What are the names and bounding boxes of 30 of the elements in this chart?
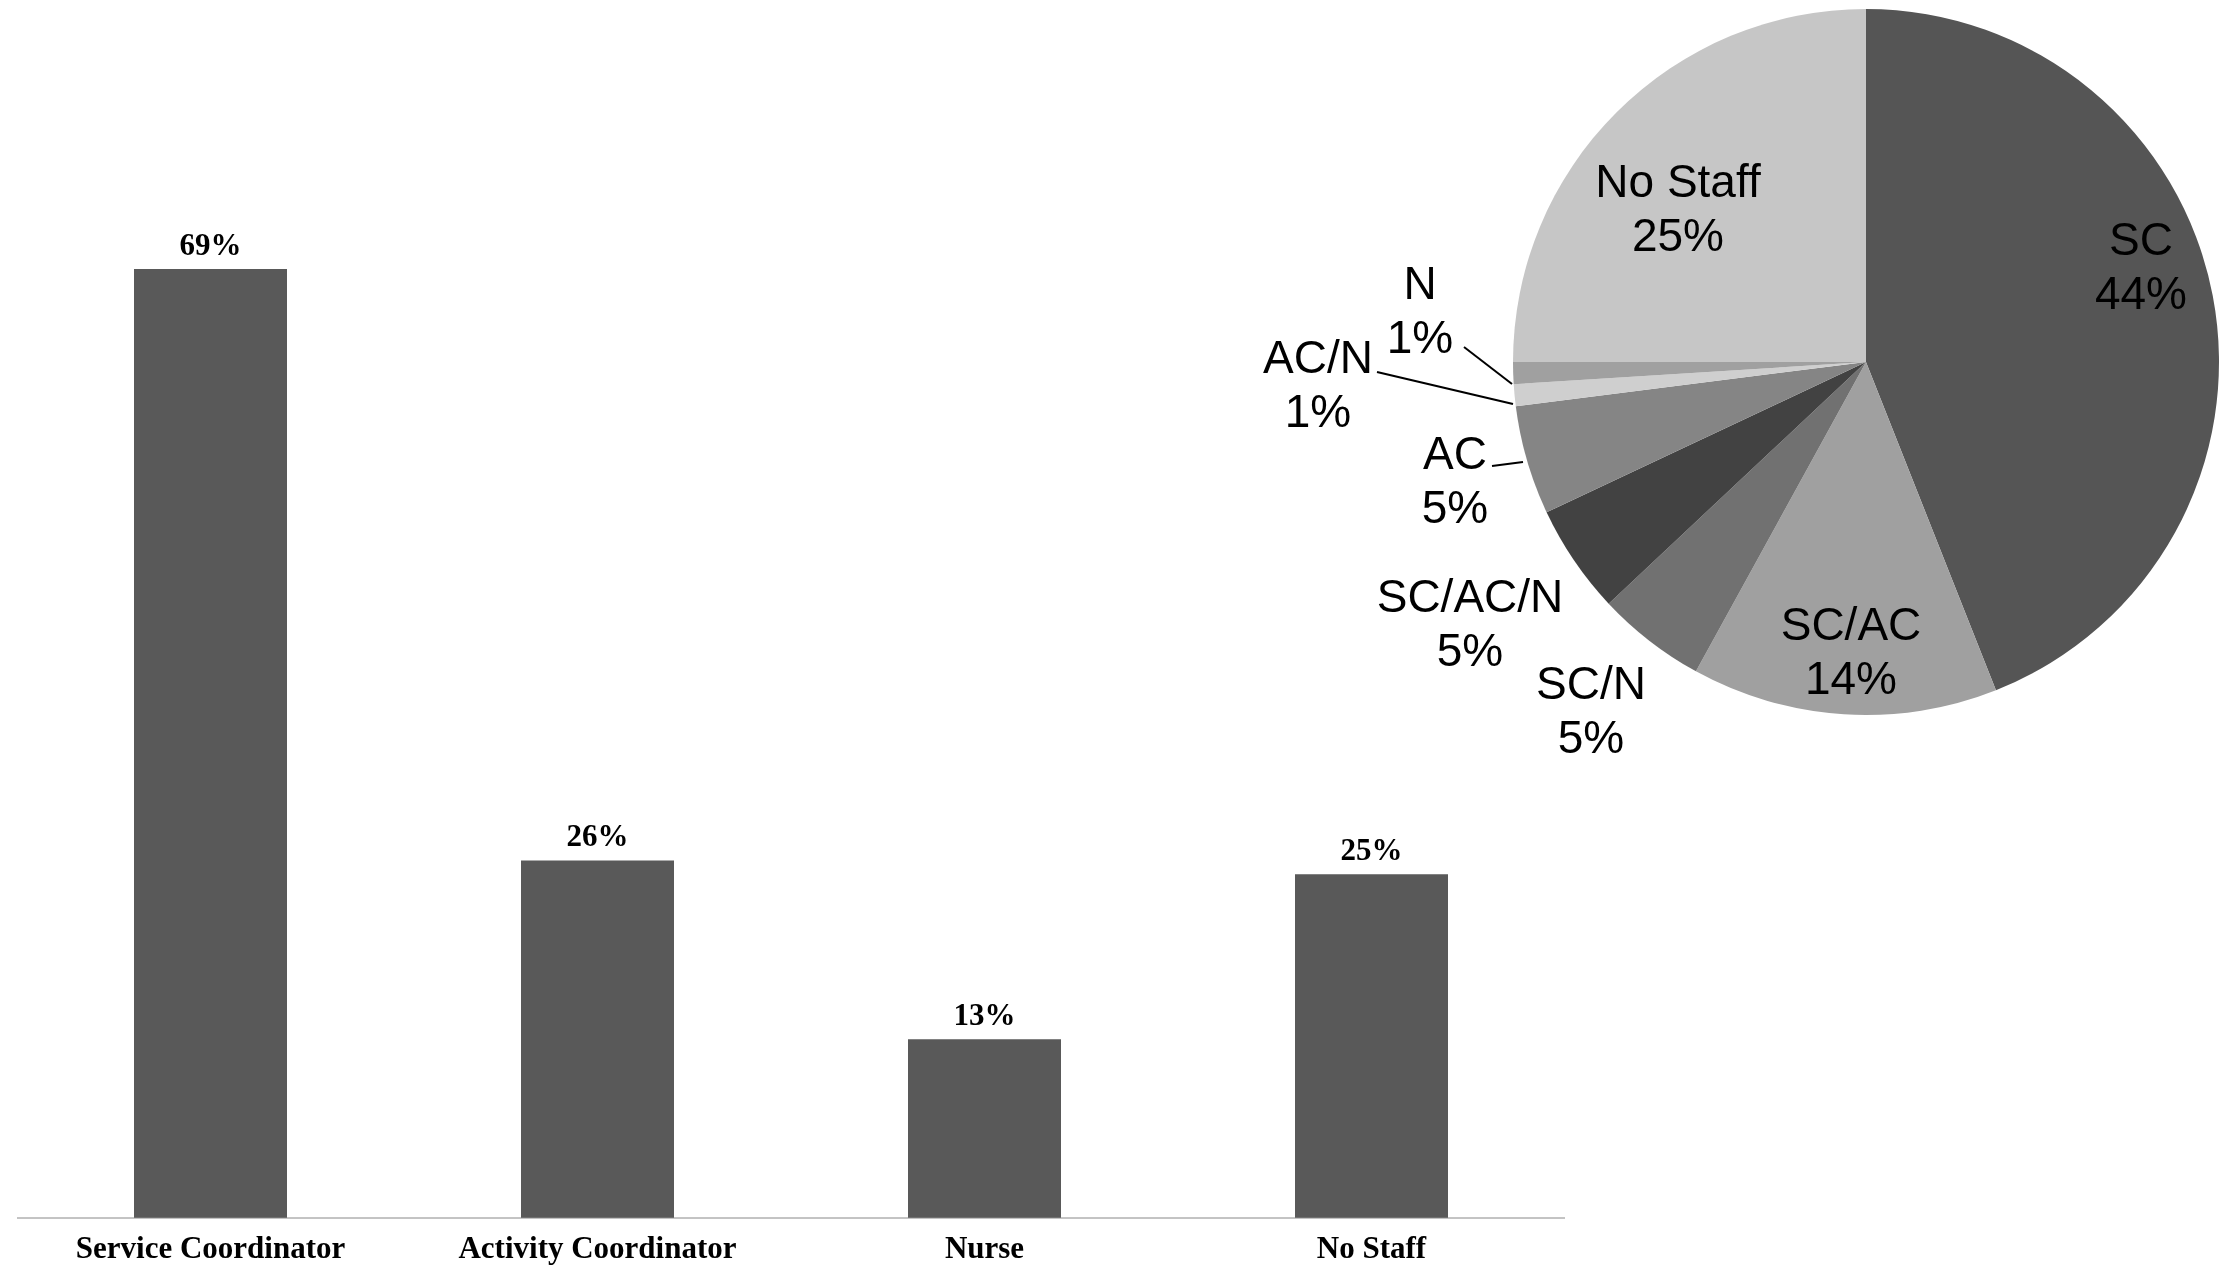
bar — [908, 1039, 1061, 1218]
slice-label: AC/N — [1263, 331, 1373, 383]
x-tick-label: Activity Coordinator — [458, 1230, 737, 1266]
data-label: 25% — [1631, 209, 1725, 261]
data-label: 5% — [1557, 711, 1625, 763]
slice-label: SC/AC — [1780, 598, 1922, 650]
bar — [134, 269, 287, 1218]
data-label: 5% — [1436, 624, 1504, 676]
x-tick-label: No Staff — [1316, 1230, 1427, 1266]
data-label: 44% — [2094, 267, 2188, 319]
data-label: 1% — [1386, 311, 1454, 363]
pie-slice — [1515, 362, 1866, 513]
data-label: 25% — [1340, 832, 1403, 868]
data-label: 5% — [1421, 481, 1489, 533]
x-tick-label: Service Coordinator — [75, 1230, 346, 1266]
x-tick-label: Nurse — [944, 1230, 1025, 1266]
slice-label: SC/N — [1536, 657, 1646, 709]
data-label: 1% — [1284, 385, 1352, 437]
data-label: 69% — [179, 227, 242, 262]
slice-label: SC — [2109, 213, 2173, 265]
bar — [1295, 874, 1448, 1218]
slice-label: N — [1403, 257, 1437, 309]
data-label: 13% — [953, 997, 1016, 1033]
pie-slice — [1695, 362, 1996, 715]
slice-label: AC — [1423, 427, 1487, 479]
data-label: 14% — [1804, 652, 1898, 704]
bar — [521, 860, 674, 1218]
slice-label: No Staff — [1595, 155, 1761, 207]
slice-label: SC/AC/N — [1376, 570, 1564, 622]
data-label: 26% — [566, 818, 629, 854]
